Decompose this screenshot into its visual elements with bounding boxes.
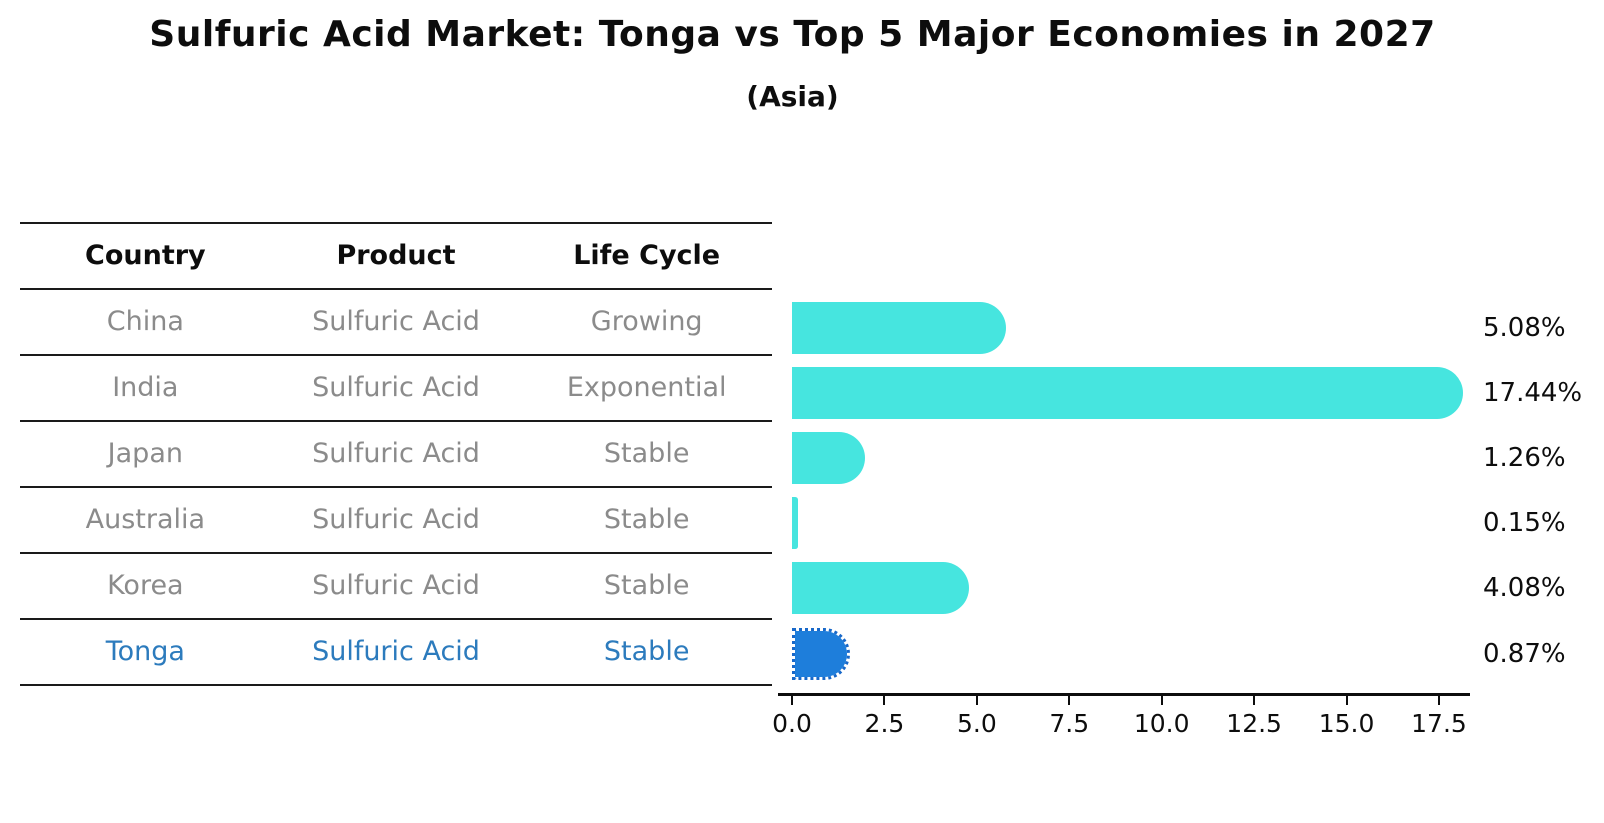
table-rule <box>20 288 772 290</box>
cell-product: Sulfuric Acid <box>312 635 480 667</box>
x-tick-mark <box>1345 696 1348 705</box>
cell-life-cycle: Stable <box>603 635 690 667</box>
cell-product: Sulfuric Acid <box>312 305 480 337</box>
x-tick-label: 10.0 <box>1133 709 1190 738</box>
column-header-product: Product <box>336 239 456 271</box>
cell-country: Korea <box>107 569 184 601</box>
chart-title: Sulfuric Acid Market: Tonga vs Top 5 Maj… <box>149 14 1436 55</box>
table-header-row: Country Product Life Cycle <box>20 222 772 288</box>
cell-life-cycle: Stable <box>603 437 690 469</box>
value-label-china: 5.08% <box>1483 312 1566 343</box>
bar-tonga <box>792 627 851 680</box>
column-header-life-cycle: Life Cycle <box>573 239 721 271</box>
x-tick-mark <box>1437 696 1440 705</box>
x-tick-mark <box>1160 696 1163 705</box>
bar-india <box>792 366 1463 419</box>
table-rule <box>20 486 772 488</box>
bar-china <box>792 301 1006 354</box>
x-tick-label: 0.0 <box>772 709 812 738</box>
bar-australia <box>792 497 798 550</box>
cell-life-cycle: Stable <box>603 569 690 601</box>
table-rule <box>20 552 772 554</box>
table-rule <box>20 684 772 686</box>
value-label-korea: 4.08% <box>1483 573 1566 604</box>
x-tick-label: 7.5 <box>1049 709 1090 738</box>
table-rule <box>20 354 772 356</box>
cell-country: Tonga <box>105 635 185 667</box>
value-label-tonga: 0.87% <box>1483 638 1566 669</box>
value-label-india: 17.44% <box>1483 377 1583 408</box>
cell-country: China <box>106 305 184 337</box>
table-row-china: China Sulfuric Acid Growing <box>20 288 772 354</box>
cell-product: Sulfuric Acid <box>312 371 480 403</box>
table-rule <box>20 420 772 422</box>
x-tick-mark <box>883 696 886 705</box>
x-tick-label: 17.5 <box>1411 709 1467 738</box>
cell-product: Sulfuric Acid <box>312 437 480 469</box>
table-row-japan: Japan Sulfuric Acid Stable <box>20 420 772 486</box>
table-row-tonga: Tonga Sulfuric Acid Stable <box>20 618 772 684</box>
cell-country: India <box>112 371 179 403</box>
cell-country: Japan <box>107 437 183 469</box>
table-row-korea: Korea Sulfuric Acid Stable <box>20 552 772 618</box>
bar-korea <box>792 562 969 615</box>
x-tick-label: 2.5 <box>864 709 905 738</box>
x-tick-mark <box>975 696 978 705</box>
cell-country: Australia <box>85 503 206 535</box>
table-row-india: India Sulfuric Acid Exponential <box>20 354 772 420</box>
x-axis-line <box>778 693 1470 696</box>
x-tick-label: 5.0 <box>956 709 997 738</box>
column-header-country: Country <box>85 239 206 271</box>
table-row-australia: Australia Sulfuric Acid Stable <box>20 486 772 552</box>
x-tick-label: 12.5 <box>1226 709 1282 738</box>
cell-life-cycle: Stable <box>603 503 690 535</box>
value-label-japan: 1.26% <box>1483 442 1566 473</box>
cell-life-cycle: Exponential <box>566 371 727 403</box>
cell-product: Sulfuric Acid <box>312 503 480 535</box>
x-tick-label: 15.0 <box>1318 709 1375 738</box>
x-tick-mark <box>1068 696 1071 705</box>
cell-life-cycle: Growing <box>590 305 703 337</box>
bar-japan <box>792 431 865 484</box>
x-tick-mark <box>1253 696 1256 705</box>
table-rule <box>20 618 772 620</box>
chart-subtitle: (Asia) <box>746 80 839 113</box>
table-rule <box>20 222 772 224</box>
cell-product: Sulfuric Acid <box>312 569 480 601</box>
x-tick-mark <box>791 696 793 705</box>
value-label-australia: 0.15% <box>1483 508 1566 539</box>
